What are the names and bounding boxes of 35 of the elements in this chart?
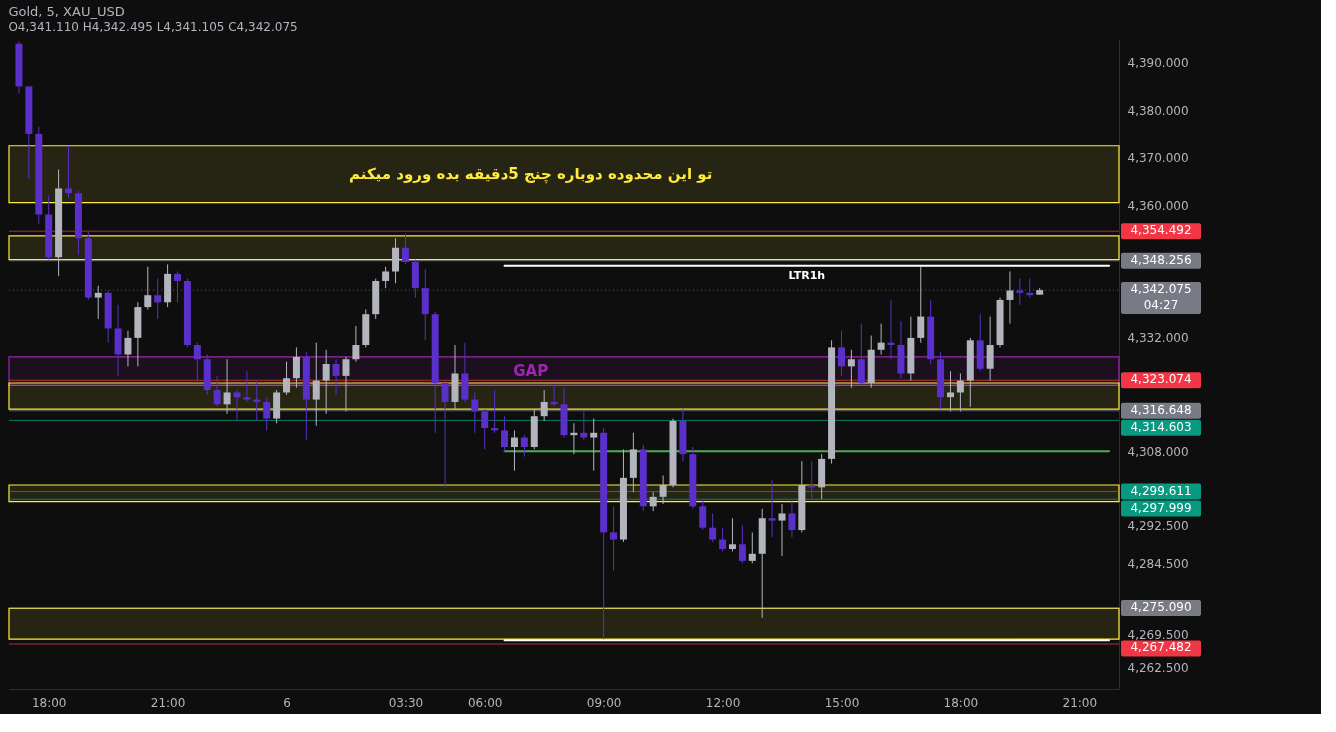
- y-tick-label: 4,370.000: [1127, 151, 1189, 166]
- x-tick-label: 18:00: [943, 695, 979, 710]
- x-tick-label: 21:00: [1062, 695, 1098, 710]
- chart-subtitle: O4,341.110 H4,342.495 L4,341.105 C4,342.075: [8, 20, 298, 34]
- band-label: تو این محدوده دوباره چنج 5دقیقه بده ورود میکنم: [349, 165, 713, 185]
- x-tick-label: 6: [283, 695, 291, 710]
- y-tick-label: 4,390.000: [1127, 56, 1189, 71]
- y-tick-label: 4,308.000: [1127, 445, 1189, 460]
- y-tick-label: 4,360.000: [1127, 198, 1189, 213]
- ref-line-label: 4,316.648: [1130, 402, 1192, 417]
- y-tick-label: 4,262.500: [1127, 661, 1189, 676]
- x-tick-label: 12:00: [705, 695, 741, 710]
- ref-line-label: 4,314.603: [1130, 419, 1192, 434]
- ref-line-label: 4,354.492: [1130, 223, 1192, 238]
- y-tick-label: 4,380.000: [1127, 103, 1189, 118]
- y-tick-label: 4,284.500: [1127, 556, 1189, 571]
- ref-line-label: 4,348.256: [1130, 252, 1192, 267]
- x-tick-label: 06:00: [467, 695, 503, 710]
- x-tick-label: 09:00: [586, 695, 622, 710]
- chart-title: Gold, 5, XAU_USD: [8, 4, 125, 19]
- x-tick-label: 15:00: [824, 695, 860, 710]
- y-tick-label: 4,292.500: [1127, 518, 1189, 533]
- y-tick-label: 4,332.000: [1127, 331, 1189, 346]
- ref-line-label: 4,342.075 04:27: [1130, 282, 1192, 313]
- ref-line-label: 4,267.482: [1130, 640, 1192, 655]
- series-label: LTR1h: [788, 268, 826, 282]
- ref-line-label: 4,299.611: [1130, 483, 1192, 498]
- ref-line-label: 4,297.999: [1130, 500, 1192, 515]
- y-tick-label: 4,269.500: [1127, 627, 1189, 642]
- ref-line-label: 4,275.090: [1130, 599, 1192, 614]
- band-label: GAP: [513, 362, 549, 381]
- x-tick-label: 21:00: [150, 695, 186, 710]
- x-tick-label: 18:00: [31, 695, 67, 710]
- x-tick-label: 03:30: [388, 695, 424, 710]
- ref-line-label: 4,323.074: [1130, 372, 1192, 387]
